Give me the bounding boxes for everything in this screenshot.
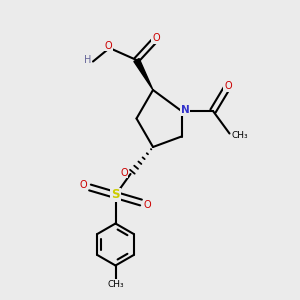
Text: CH₃: CH₃ [232,131,248,140]
Text: S: S [111,188,120,202]
Text: O: O [104,40,112,51]
Text: CH₃: CH₃ [107,280,124,289]
Text: O: O [152,33,160,43]
Text: O: O [144,200,152,210]
Text: N: N [181,105,190,116]
Text: O: O [224,81,232,91]
Text: O: O [120,167,128,178]
Text: H: H [84,55,91,65]
Text: O: O [80,180,87,190]
Polygon shape [134,58,153,90]
